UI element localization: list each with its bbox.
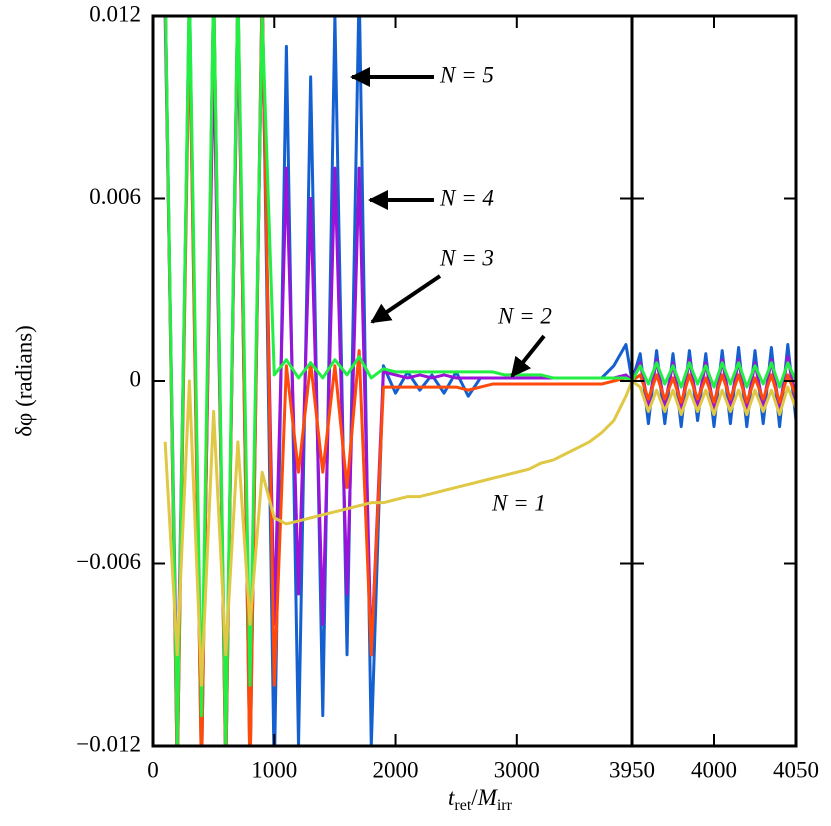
plot-area xyxy=(632,343,796,429)
series-label: N = 1 xyxy=(491,490,546,515)
x-label-part: ret xyxy=(454,797,471,814)
x-axis-label: tret/Mirr xyxy=(448,785,513,813)
x-tick-label: 2000 xyxy=(373,757,419,782)
series-line xyxy=(632,373,796,404)
y-tick-label: −0.012 xyxy=(76,731,141,756)
x-tick-label: 4000 xyxy=(691,757,737,782)
x-tick-label: 4050 xyxy=(773,757,819,782)
x-label-part: irr xyxy=(497,797,513,814)
y-tick-label: 0.006 xyxy=(89,184,141,209)
series-line xyxy=(164,16,632,746)
series-line xyxy=(632,379,796,416)
x-tick-label: 3950 xyxy=(609,757,655,782)
arrow xyxy=(370,274,442,324)
x-tick-label: 1000 xyxy=(251,757,297,782)
x-label-part: M xyxy=(477,785,499,810)
x-tick-label: 3000 xyxy=(494,757,540,782)
y-axis-label: δφ (radians) xyxy=(11,325,36,437)
x-label-part: / xyxy=(471,785,478,810)
series-label: N = 4 xyxy=(439,185,494,210)
y-tick-label: 0.012 xyxy=(89,1,141,26)
plot-area xyxy=(163,16,632,746)
series-line xyxy=(632,355,796,410)
series-label: N = 5 xyxy=(439,62,494,87)
x-label-part: t xyxy=(448,785,455,810)
series-label: N = 3 xyxy=(439,245,494,270)
arrow xyxy=(510,334,546,378)
series-line xyxy=(632,361,796,389)
series-line xyxy=(163,379,632,687)
y-tick-label: 0 xyxy=(130,366,142,391)
y-tick-label: −0.006 xyxy=(76,549,141,574)
x-tick-label: 0 xyxy=(147,757,159,782)
series-label: N = 2 xyxy=(497,303,552,328)
